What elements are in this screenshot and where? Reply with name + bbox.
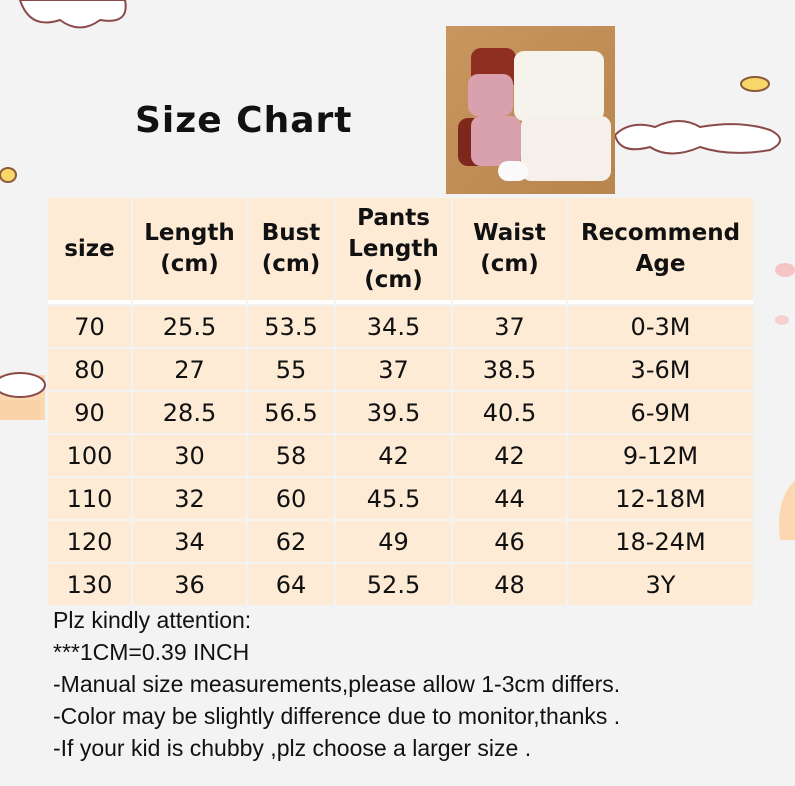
- page-title: Size Chart: [135, 100, 353, 141]
- header-size: size: [48, 198, 131, 304]
- table-cell: 28.5: [133, 392, 246, 433]
- note-line: ***1CM=0.39 INCH: [53, 639, 250, 665]
- table-cell: 0-3M: [568, 306, 753, 347]
- table-cell: 58: [248, 435, 334, 476]
- table-cell: 52.5: [336, 564, 451, 605]
- table-cell: 64: [248, 564, 334, 605]
- table-cell: 3Y: [568, 564, 753, 605]
- table-cell: 120: [48, 521, 131, 562]
- header-recommend-age: Recommend Age: [568, 198, 753, 304]
- cup-decoration-left: [0, 167, 46, 420]
- table-cell: 46: [453, 521, 566, 562]
- sun-decoration: [740, 76, 770, 92]
- table-cell: 70: [48, 306, 131, 347]
- note-line: Plz kindly attention:: [53, 607, 252, 633]
- table-row: 120 34 62 49 46 18-24M: [48, 521, 753, 562]
- table-cell: 44: [453, 478, 566, 519]
- table-cell: 49: [336, 521, 451, 562]
- table-cell: 42: [336, 435, 451, 476]
- table-row: 110 32 60 45.5 44 12-18M: [48, 478, 753, 519]
- table-cell: 25.5: [133, 306, 246, 347]
- table-cell: 62: [248, 521, 334, 562]
- table-header-row: size Length (cm) Bust (cm) Pants Length (cm)…: [48, 198, 753, 304]
- header-bust: Bust (cm): [248, 198, 334, 304]
- note-line: -Manual size measurements,please allow 1…: [53, 671, 621, 697]
- table-cell: 130: [48, 564, 131, 605]
- header-length: Length (cm): [133, 198, 246, 304]
- table-row: 90 28.5 56.5 39.5 40.5 6-9M: [48, 392, 753, 433]
- table-cell: 6-9M: [568, 392, 753, 433]
- note-line: -Color may be slightly difference due to…: [53, 703, 621, 729]
- table-cell: 18-24M: [568, 521, 753, 562]
- table-cell: 60: [248, 478, 334, 519]
- table-cell: 9-12M: [568, 435, 753, 476]
- product-photo: [446, 26, 615, 194]
- cloud-decoration-right: [613, 120, 781, 155]
- table-row: 100 30 58 42 42 9-12M: [48, 435, 753, 476]
- table-cell: 55: [248, 349, 334, 390]
- table-cell: 3-6M: [568, 349, 753, 390]
- table-cell: 30: [133, 435, 246, 476]
- table-cell: 27: [133, 349, 246, 390]
- table-cell: 34: [133, 521, 246, 562]
- table-row: 70 25.5 53.5 34.5 37 0-3M: [48, 306, 753, 347]
- table-cell: 40.5: [453, 392, 566, 433]
- table-cell: 36: [133, 564, 246, 605]
- table-cell: 12-18M: [568, 478, 753, 519]
- table-cell: 42: [453, 435, 566, 476]
- notes: Plz kindly attention: ***1CM=0.39 INCH -…: [53, 604, 620, 764]
- dot-decoration-right: [775, 263, 795, 540]
- cloud-decoration-top-left: [18, 0, 127, 29]
- table-cell: 90: [48, 392, 131, 433]
- table-cell: 45.5: [336, 478, 451, 519]
- header-pants-length: Pants Length (cm): [336, 198, 451, 304]
- table-cell: 56.5: [248, 392, 334, 433]
- size-chart-table: size Length (cm) Bust (cm) Pants Length (cm)…: [46, 196, 755, 607]
- note-line: -If your kid is chubby ,plz choose a lar…: [53, 735, 532, 761]
- table-cell: 48: [453, 564, 566, 605]
- table-cell: 39.5: [336, 392, 451, 433]
- table-cell: 80: [48, 349, 131, 390]
- table-cell: 100: [48, 435, 131, 476]
- table-cell: 38.5: [453, 349, 566, 390]
- table-cell: 32: [133, 478, 246, 519]
- table-cell: 53.5: [248, 306, 334, 347]
- header-waist: Waist (cm): [453, 198, 566, 304]
- table-row: 80 27 55 37 38.5 3-6M: [48, 349, 753, 390]
- table-cell: 37: [336, 349, 451, 390]
- table-cell: 37: [453, 306, 566, 347]
- table-row: 130 36 64 52.5 48 3Y: [48, 564, 753, 605]
- table-cell: 34.5: [336, 306, 451, 347]
- table-cell: 110: [48, 478, 131, 519]
